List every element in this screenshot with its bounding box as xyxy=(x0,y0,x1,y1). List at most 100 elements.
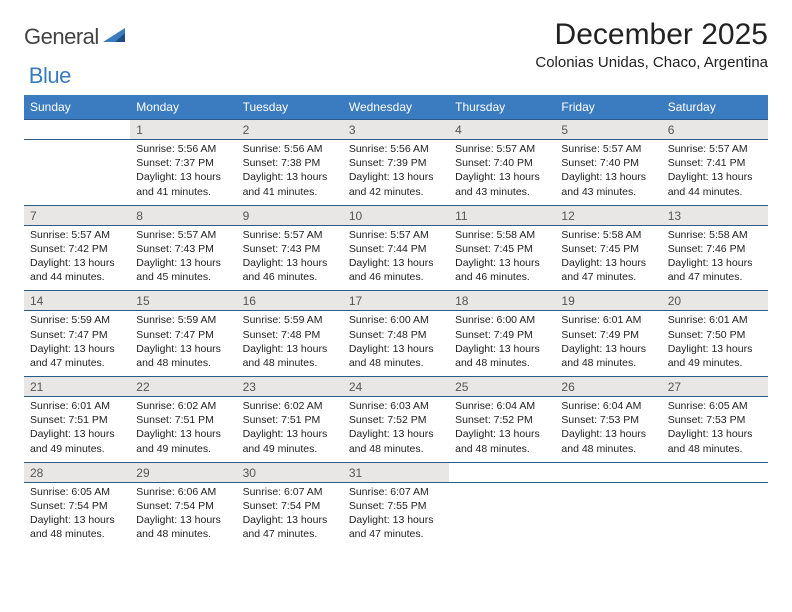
day-number: 20 xyxy=(662,291,768,310)
day-info: Sunrise: 5:58 AMSunset: 7:45 PMDaylight:… xyxy=(555,226,661,291)
daylight-text-2: and 47 minutes. xyxy=(561,270,655,284)
daylight-text-1: Daylight: 13 hours xyxy=(455,256,549,270)
daylight-text-2: and 46 minutes. xyxy=(349,270,443,284)
day-number-cell: 11 xyxy=(449,205,555,225)
day-number-cell: 27 xyxy=(662,377,768,397)
sunrise-text: Sunrise: 6:04 AM xyxy=(561,399,655,413)
day-info-cell: Sunrise: 5:57 AMSunset: 7:42 PMDaylight:… xyxy=(24,225,130,291)
day-number-cell: 2 xyxy=(237,120,343,140)
sunset-text: Sunset: 7:53 PM xyxy=(668,413,762,427)
daylight-text-1: Daylight: 13 hours xyxy=(136,427,230,441)
day-info-cell: Sunrise: 5:59 AMSunset: 7:47 PMDaylight:… xyxy=(130,311,236,377)
day-info-cell: Sunrise: 5:57 AMSunset: 7:40 PMDaylight:… xyxy=(449,140,555,206)
sunset-text: Sunset: 7:49 PM xyxy=(561,328,655,342)
day-info: Sunrise: 6:00 AMSunset: 7:48 PMDaylight:… xyxy=(343,311,449,376)
day-info: Sunrise: 5:57 AMSunset: 7:43 PMDaylight:… xyxy=(237,226,343,291)
day-number: 3 xyxy=(343,120,449,139)
day-info-cell: Sunrise: 6:06 AMSunset: 7:54 PMDaylight:… xyxy=(130,482,236,547)
sunset-text: Sunset: 7:52 PM xyxy=(455,413,549,427)
sunset-text: Sunset: 7:39 PM xyxy=(349,156,443,170)
day-number xyxy=(662,463,768,482)
sunrise-text: Sunrise: 5:57 AM xyxy=(136,228,230,242)
day-info: Sunrise: 5:56 AMSunset: 7:39 PMDaylight:… xyxy=(343,140,449,205)
daylight-text-2: and 48 minutes. xyxy=(455,442,549,456)
day-info-cell xyxy=(662,482,768,547)
day-number-cell xyxy=(449,462,555,482)
daylight-text-2: and 49 minutes. xyxy=(243,442,337,456)
sunset-text: Sunset: 7:52 PM xyxy=(349,413,443,427)
day-info xyxy=(449,483,555,548)
day-number-cell: 12 xyxy=(555,205,661,225)
sunrise-text: Sunrise: 5:59 AM xyxy=(136,313,230,327)
sunrise-text: Sunrise: 5:59 AM xyxy=(30,313,124,327)
day-info-cell: Sunrise: 6:01 AMSunset: 7:51 PMDaylight:… xyxy=(24,397,130,463)
day-number: 25 xyxy=(449,377,555,396)
sunrise-text: Sunrise: 5:56 AM xyxy=(349,142,443,156)
sunset-text: Sunset: 7:48 PM xyxy=(349,328,443,342)
day-info: Sunrise: 6:07 AMSunset: 7:55 PMDaylight:… xyxy=(343,483,449,548)
sunrise-text: Sunrise: 6:05 AM xyxy=(30,485,124,499)
day-number-cell: 19 xyxy=(555,291,661,311)
calendar-table: Sunday Monday Tuesday Wednesday Thursday… xyxy=(24,95,768,547)
daylight-text-1: Daylight: 13 hours xyxy=(349,427,443,441)
day-info: Sunrise: 5:57 AMSunset: 7:42 PMDaylight:… xyxy=(24,226,130,291)
sunrise-text: Sunrise: 6:01 AM xyxy=(668,313,762,327)
day-info: Sunrise: 5:59 AMSunset: 7:47 PMDaylight:… xyxy=(24,311,130,376)
sunset-text: Sunset: 7:37 PM xyxy=(136,156,230,170)
day-info-cell: Sunrise: 5:59 AMSunset: 7:48 PMDaylight:… xyxy=(237,311,343,377)
sunset-text: Sunset: 7:54 PM xyxy=(30,499,124,513)
day-info-cell: Sunrise: 6:05 AMSunset: 7:54 PMDaylight:… xyxy=(24,482,130,547)
daylight-text-2: and 43 minutes. xyxy=(455,185,549,199)
day-info-cell: Sunrise: 6:02 AMSunset: 7:51 PMDaylight:… xyxy=(237,397,343,463)
day-number-cell: 25 xyxy=(449,377,555,397)
day-info-cell: Sunrise: 5:57 AMSunset: 7:44 PMDaylight:… xyxy=(343,225,449,291)
day-info-cell: Sunrise: 6:00 AMSunset: 7:49 PMDaylight:… xyxy=(449,311,555,377)
sunrise-text: Sunrise: 5:58 AM xyxy=(668,228,762,242)
sunset-text: Sunset: 7:44 PM xyxy=(349,242,443,256)
day-number-cell: 4 xyxy=(449,120,555,140)
day-info-cell: Sunrise: 6:04 AMSunset: 7:52 PMDaylight:… xyxy=(449,397,555,463)
day-number-cell: 28 xyxy=(24,462,130,482)
day-number: 29 xyxy=(130,463,236,482)
info-row: Sunrise: 6:01 AMSunset: 7:51 PMDaylight:… xyxy=(24,397,768,463)
day-number-cell xyxy=(555,462,661,482)
day-number xyxy=(449,463,555,482)
daylight-text-1: Daylight: 13 hours xyxy=(136,342,230,356)
sunset-text: Sunset: 7:48 PM xyxy=(243,328,337,342)
daylight-text-1: Daylight: 13 hours xyxy=(243,342,337,356)
sunset-text: Sunset: 7:55 PM xyxy=(349,499,443,513)
sunrise-text: Sunrise: 6:07 AM xyxy=(243,485,337,499)
day-number-cell: 16 xyxy=(237,291,343,311)
sunset-text: Sunset: 7:47 PM xyxy=(136,328,230,342)
daylight-text-1: Daylight: 13 hours xyxy=(455,170,549,184)
day-number-cell: 15 xyxy=(130,291,236,311)
day-info: Sunrise: 6:05 AMSunset: 7:53 PMDaylight:… xyxy=(662,397,768,462)
daylight-text-1: Daylight: 13 hours xyxy=(30,342,124,356)
logo-text-general: General xyxy=(24,24,99,50)
day-info: Sunrise: 5:57 AMSunset: 7:41 PMDaylight:… xyxy=(662,140,768,205)
daylight-text-2: and 48 minutes. xyxy=(455,356,549,370)
day-info-cell: Sunrise: 6:03 AMSunset: 7:52 PMDaylight:… xyxy=(343,397,449,463)
day-info-cell: Sunrise: 6:04 AMSunset: 7:53 PMDaylight:… xyxy=(555,397,661,463)
day-info-cell: Sunrise: 5:56 AMSunset: 7:39 PMDaylight:… xyxy=(343,140,449,206)
sunrise-text: Sunrise: 6:04 AM xyxy=(455,399,549,413)
sunrise-text: Sunrise: 6:00 AM xyxy=(455,313,549,327)
day-number-cell: 3 xyxy=(343,120,449,140)
daynum-row: 21222324252627 xyxy=(24,377,768,397)
sunset-text: Sunset: 7:43 PM xyxy=(243,242,337,256)
day-number: 14 xyxy=(24,291,130,310)
day-number: 1 xyxy=(130,120,236,139)
sunrise-text: Sunrise: 5:59 AM xyxy=(243,313,337,327)
sunrise-text: Sunrise: 6:01 AM xyxy=(30,399,124,413)
day-number: 12 xyxy=(555,206,661,225)
day-number-cell: 22 xyxy=(130,377,236,397)
daylight-text-1: Daylight: 13 hours xyxy=(668,427,762,441)
daylight-text-2: and 48 minutes. xyxy=(561,442,655,456)
day-number-cell: 24 xyxy=(343,377,449,397)
day-info: Sunrise: 5:56 AMSunset: 7:37 PMDaylight:… xyxy=(130,140,236,205)
day-number-cell: 7 xyxy=(24,205,130,225)
daylight-text-1: Daylight: 13 hours xyxy=(561,342,655,356)
sunset-text: Sunset: 7:41 PM xyxy=(668,156,762,170)
day-number-cell: 20 xyxy=(662,291,768,311)
day-info: Sunrise: 5:58 AMSunset: 7:46 PMDaylight:… xyxy=(662,226,768,291)
